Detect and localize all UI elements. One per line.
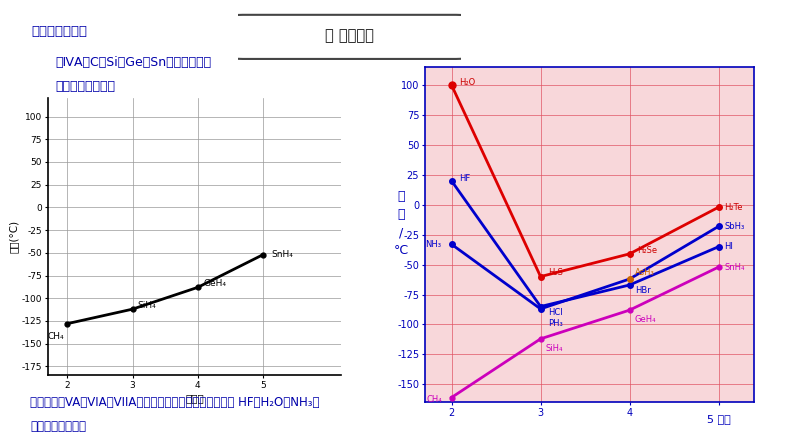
Text: H₂Se: H₂Se	[637, 246, 657, 255]
Text: GeH₄: GeH₄	[203, 279, 226, 288]
Text: HCl: HCl	[548, 308, 562, 317]
Text: 5 周期: 5 周期	[707, 414, 730, 424]
Text: HBr: HBr	[635, 287, 651, 295]
Text: 沸点为什么反常？: 沸点为什么反常？	[30, 420, 87, 433]
Text: CH₄: CH₄	[48, 332, 64, 341]
Text: H₂O: H₂O	[459, 78, 475, 87]
Text: SiH₄: SiH₄	[137, 301, 156, 310]
Y-axis label: 沸点(°C): 沸点(°C)	[9, 220, 19, 253]
Text: ㎝ 新知探究: ㎝ 新知探究	[325, 29, 374, 43]
Text: H₂Te: H₂Te	[724, 202, 742, 211]
Text: HI: HI	[724, 242, 733, 251]
Text: NH₃: NH₃	[425, 240, 441, 249]
FancyBboxPatch shape	[232, 15, 467, 59]
Text: 第ⅣA族C、Si、Ge、Sn形成的氢化物: 第ⅣA族C、Si、Ge、Sn形成的氢化物	[56, 56, 212, 69]
Text: SbH₃: SbH₃	[724, 222, 744, 231]
Text: 沸
点
/
°C: 沸 点 / °C	[393, 190, 409, 257]
Text: 你能推测第VA、VIA、VIIA简单氢化物的沸点变化规律吗？ HF、H₂O、NH₃的: 你能推测第VA、VIA、VIIA简单氢化物的沸点变化规律吗？ HF、H₂O、NH…	[30, 396, 320, 409]
Text: PH₃: PH₃	[548, 319, 562, 328]
Text: 【思考与预测】: 【思考与预测】	[32, 25, 88, 38]
X-axis label: 周期数: 周期数	[185, 393, 204, 403]
Text: CH₄: CH₄	[427, 396, 442, 405]
Text: GeH₄: GeH₄	[635, 315, 657, 324]
Text: 的沸点如何变化？: 的沸点如何变化？	[56, 80, 116, 93]
Text: AsH₃: AsH₃	[635, 269, 655, 278]
Text: SiH₄: SiH₄	[546, 344, 564, 353]
Text: SnH₄: SnH₄	[724, 262, 745, 271]
Text: H₂S: H₂S	[548, 269, 563, 278]
Text: SnH₄: SnH₄	[271, 250, 293, 259]
Text: HF: HF	[459, 174, 470, 183]
